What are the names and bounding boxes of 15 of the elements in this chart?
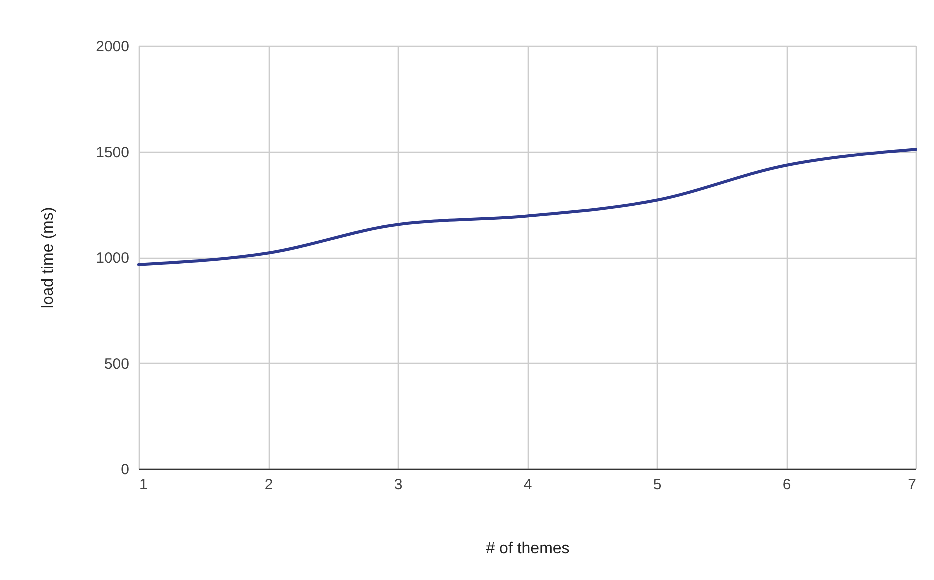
y-tick-label: 500 xyxy=(104,356,130,373)
x-tick-label: 7 xyxy=(908,476,916,494)
y-axis-title: load time (ms) xyxy=(40,207,58,309)
x-tick-label: 3 xyxy=(394,476,403,494)
y-tick-label: 2000 xyxy=(96,38,130,56)
line-series xyxy=(138,148,918,266)
y-tick-label: 1000 xyxy=(96,250,130,267)
x-tick-label: 1 xyxy=(140,476,148,494)
x-tick-label: 6 xyxy=(782,476,792,494)
x-tick-label: 5 xyxy=(653,476,662,494)
x-axis-title: # of themes xyxy=(486,540,570,558)
y-tick-label: 0 xyxy=(121,462,130,478)
x-tick-label: 2 xyxy=(264,476,274,494)
y-tick-label: 1500 xyxy=(96,144,130,162)
x-tick-label: 4 xyxy=(524,476,532,494)
